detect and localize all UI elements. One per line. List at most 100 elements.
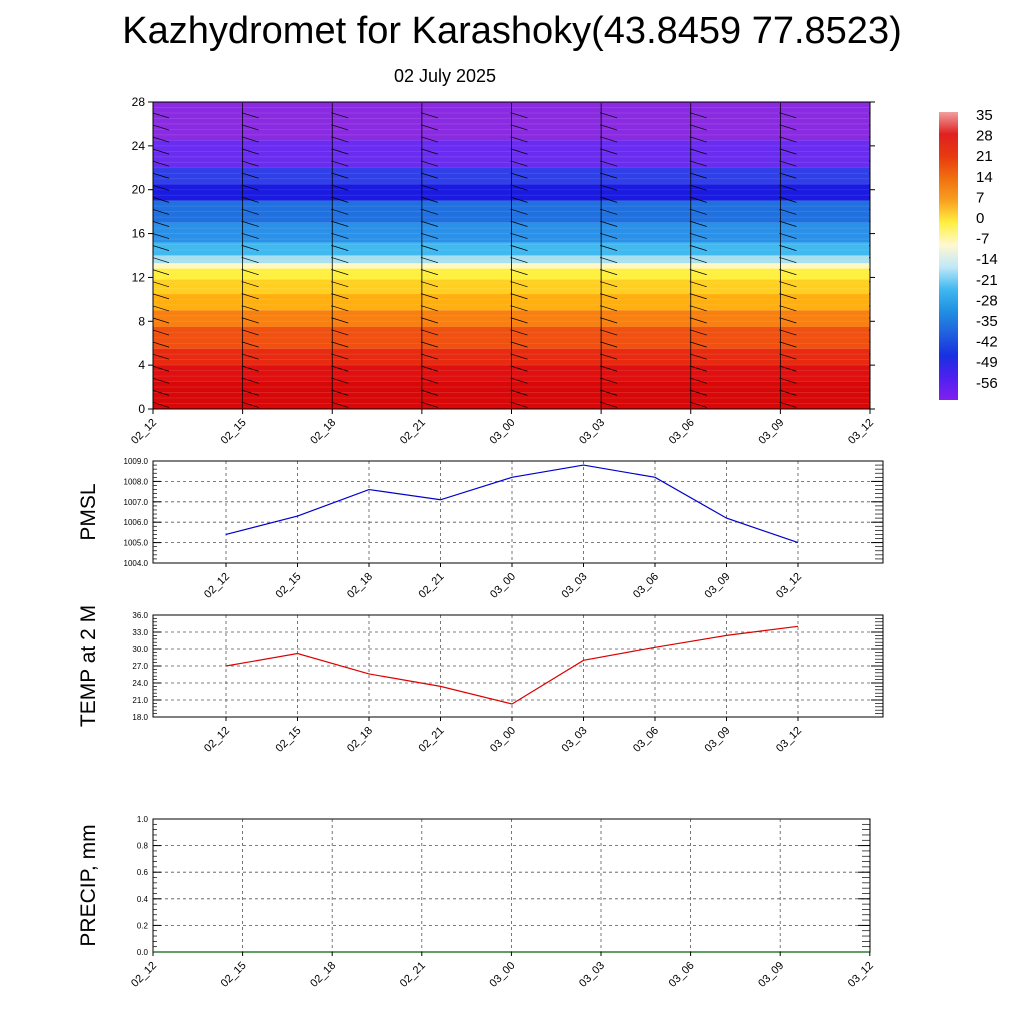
wind-barb <box>601 245 618 251</box>
wind-barb <box>869 112 870 114</box>
wind-barb <box>780 377 797 384</box>
wind-barb <box>869 161 870 162</box>
wind-barb <box>511 390 528 396</box>
x-tick-label: 02_18 <box>345 725 375 755</box>
wind-barb <box>511 329 528 336</box>
colorbar-label: -7 <box>976 231 989 248</box>
x-tick-label: 03_09 <box>703 725 733 755</box>
wind-barb <box>511 293 528 300</box>
colorbar-label: -21 <box>976 272 998 289</box>
wind-barb <box>869 209 870 210</box>
wind-barb <box>153 197 170 203</box>
y-tick-label: 21.0 <box>132 696 148 705</box>
wind-barb <box>153 377 170 384</box>
y-tick-label: 27.0 <box>132 662 148 671</box>
wind-barb <box>601 402 618 408</box>
wind-barb <box>780 124 797 131</box>
wind-barb <box>690 365 707 372</box>
wind-barb <box>421 124 438 131</box>
wind-barb <box>690 402 707 408</box>
wind-barb <box>511 245 528 251</box>
x-tick-label: 02_12 <box>202 571 232 601</box>
x-tick-label: 03_12 <box>774 571 804 601</box>
y-axis-title: TEMP at 2 M <box>77 605 100 727</box>
wind-barb <box>601 112 618 119</box>
wind-barb <box>869 342 870 343</box>
wind-barb <box>332 377 349 384</box>
wind-barb <box>421 341 438 348</box>
wind-barb <box>511 281 528 288</box>
wind-barb <box>690 233 707 239</box>
wind-barb <box>601 160 618 167</box>
x-tick-label: 03_09 <box>756 960 786 990</box>
wind-barb <box>421 317 438 324</box>
wind-barb <box>780 221 797 227</box>
wind-barb <box>780 281 797 288</box>
y-tick-label: 30.0 <box>132 645 148 654</box>
y-tick-label: 20 <box>132 183 146 197</box>
wind-barb <box>153 221 170 227</box>
wind-barb <box>242 221 259 227</box>
wind-barb <box>332 209 349 215</box>
wind-barb <box>601 172 618 179</box>
colorbar-label: 0 <box>976 210 984 227</box>
wind-barb <box>690 353 707 360</box>
wind-barb <box>153 245 170 251</box>
wind-barb <box>153 172 170 179</box>
wind-barb <box>780 293 797 300</box>
wind-barb <box>601 124 618 131</box>
x-tick-label: 03_03 <box>560 571 590 601</box>
wind-barb <box>421 209 438 215</box>
wind-barb <box>332 233 349 239</box>
wind-barb <box>690 257 707 264</box>
wind-barb <box>690 197 707 203</box>
x-tick-label: 02_21 <box>398 417 428 447</box>
wind-barb <box>153 148 170 155</box>
wind-barb <box>511 197 528 203</box>
wind-barb <box>153 269 170 276</box>
wind-barb <box>421 365 438 372</box>
wind-barb <box>869 173 870 174</box>
wind-barb <box>780 209 797 215</box>
wind-barb <box>869 269 870 271</box>
wind-barb <box>690 341 707 348</box>
wind-barb <box>153 160 170 167</box>
wind-barb <box>153 293 170 300</box>
plot-frame <box>152 614 884 718</box>
temp-panel: 18.0 21.0 24.0 27.0 30.0 33.0 36.0 02_12 02_15 02… <box>77 605 884 755</box>
wind-barb <box>511 257 528 264</box>
y-tick-label: 1007.0 <box>124 498 149 507</box>
y-tick-label: 1006.0 <box>124 518 149 527</box>
wind-barb <box>242 317 259 324</box>
wind-barb <box>421 293 438 300</box>
wind-barb <box>511 341 528 348</box>
wind-barb <box>780 233 797 239</box>
y-tick-label: 0.0 <box>137 948 149 957</box>
wind-barb <box>332 329 349 336</box>
wind-barb <box>690 281 707 288</box>
x-tick-label: 02_21 <box>417 725 447 755</box>
wind-barb <box>153 257 170 264</box>
y-tick-label: 0.4 <box>137 895 149 904</box>
y-tick-label: 4 <box>138 358 145 372</box>
colorbar-label: -35 <box>976 313 998 330</box>
wind-barb <box>511 184 528 191</box>
wind-barb <box>601 293 618 300</box>
wind-barb <box>601 281 618 288</box>
wind-barb <box>511 305 528 312</box>
wind-barb <box>242 293 259 300</box>
x-tick-label: 03_00 <box>488 417 518 447</box>
y-tick-label: 0.6 <box>137 868 149 877</box>
wind-barb <box>601 148 618 155</box>
x-tick-label: 03_00 <box>487 960 517 990</box>
chart-subtitle: 02 July 2025 <box>393 66 497 86</box>
wind-barb <box>780 197 797 203</box>
wind-barb <box>690 160 707 167</box>
plot-frame <box>152 460 884 564</box>
wind-barb <box>242 353 259 360</box>
wind-barb <box>511 269 528 276</box>
wind-barb <box>421 233 438 239</box>
wind-barb <box>153 281 170 288</box>
x-tick-label: 03_09 <box>756 417 786 447</box>
